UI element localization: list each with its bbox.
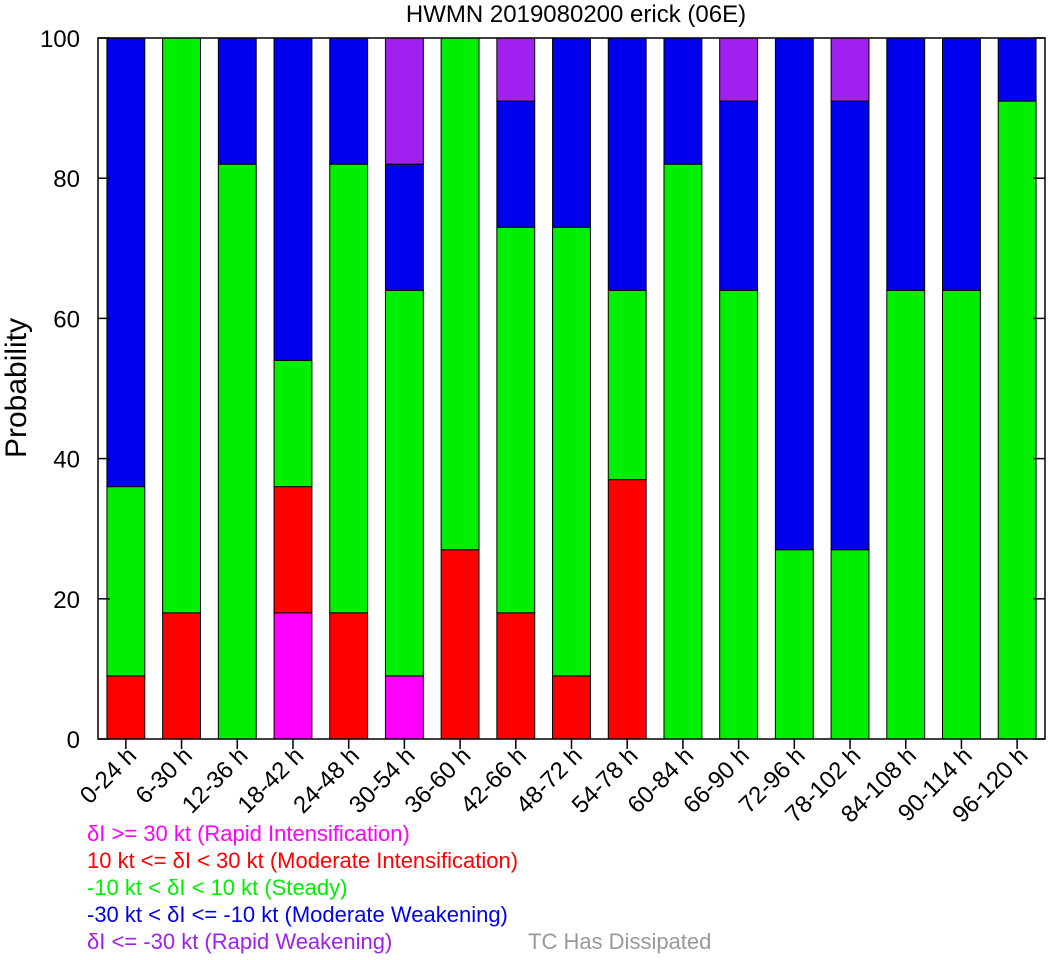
bar-segment [552, 226, 591, 677]
legend-moderate-intensification: 10 kt <= δI < 30 kt (Moderate Intensific… [87, 848, 519, 873]
bar-segment [774, 549, 814, 740]
y-tick-label: 80 [53, 166, 80, 193]
bar-segment [886, 37, 926, 291]
y-tick-label: 40 [53, 447, 80, 474]
bar-segment [384, 163, 424, 291]
y-tick-label: 100 [40, 26, 80, 53]
bar-segment [273, 359, 313, 488]
bar-segment [329, 612, 369, 740]
bar-segment [830, 549, 870, 740]
y-tick-label: 0 [67, 727, 80, 754]
axes-group: 0 20 40 60 80 100 [40, 26, 1046, 754]
bar-segment [942, 289, 981, 740]
bar-segment [106, 486, 146, 677]
bar-segment [106, 37, 146, 488]
bar-segment [607, 479, 647, 740]
bar-segment [719, 37, 759, 102]
bar-segment [384, 37, 424, 165]
y-axis-label: Probability [0, 318, 33, 458]
bar-segment [607, 289, 647, 481]
bar-segment [162, 612, 201, 740]
bar-segment [329, 37, 369, 165]
bar-segment [440, 549, 480, 740]
bar-segment [496, 100, 536, 228]
legend-moderate-weakening: -30 kt < δI <= -10 kt (Moderate Weakenin… [87, 902, 508, 927]
bar-segment [106, 675, 146, 740]
bar-segment [830, 37, 870, 102]
y-tick-label: 60 [53, 306, 80, 333]
bar-segment [496, 226, 536, 614]
bar-segment [440, 37, 480, 551]
bar-segment [997, 37, 1037, 102]
bar-segment [273, 612, 313, 740]
y-tick-label: 20 [53, 587, 80, 614]
bar-segment [273, 486, 313, 614]
x-tick-label: 0-24 h [75, 742, 142, 809]
bar-segment [942, 37, 981, 291]
bar-segment [607, 37, 647, 291]
legend-rapid-intensification: δI >= 30 kt (Rapid Intensification) [87, 821, 410, 846]
bar-segment [886, 289, 926, 740]
bar-segment [384, 675, 424, 740]
legend-rapid-weakening: δI <= -30 kt (Rapid Weakening) [87, 929, 393, 954]
bar-segment [997, 100, 1037, 740]
bar-segment [663, 163, 703, 740]
bar-segment [552, 37, 591, 228]
x-tick-labels: 0-24 h6-30 h12-36 h18-42 h24-48 h30-54 h… [75, 742, 1034, 828]
bar-segment [719, 289, 759, 740]
bar-segment [496, 37, 536, 102]
bar-segment [830, 100, 870, 551]
bars-group [106, 37, 1037, 740]
bar-segment [719, 100, 759, 291]
bar-segment [217, 37, 257, 165]
bar-segment [774, 37, 814, 551]
bar-segment [552, 675, 591, 740]
bar-segment [162, 37, 201, 614]
chart-title: HWMN 2019080200 erick (06E) [406, 1, 746, 28]
bar-segment [273, 37, 313, 361]
bar-segment [329, 163, 369, 614]
bar-segment [496, 612, 536, 740]
legend-steady: -10 kt < δI < 10 kt (Steady) [87, 875, 348, 900]
legend-tc-dissipated: TC Has Dissipated [528, 929, 712, 954]
bar-segment [217, 163, 257, 740]
bar-segment [384, 289, 424, 677]
bar-segment [663, 37, 703, 165]
